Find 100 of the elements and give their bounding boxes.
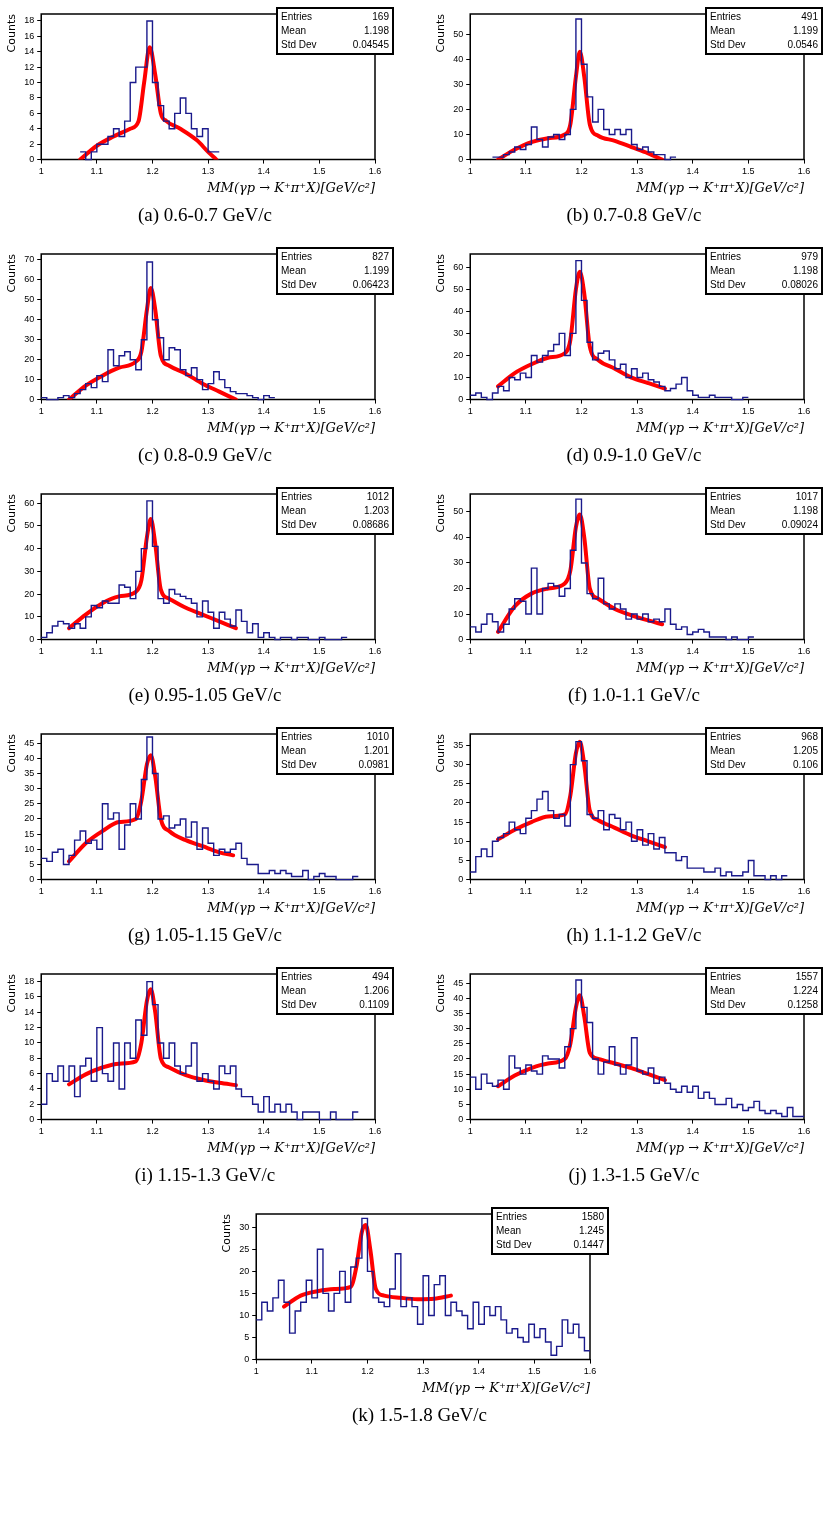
x-tick-label: 1.5 [313, 646, 326, 657]
x-axis-title: MM(γp → K⁺π⁺X)[GeV/c²] [206, 179, 376, 195]
x-tick-label: 1.6 [368, 406, 382, 417]
y-tick-label: 20 [453, 349, 464, 360]
x-tick-label: 1.1 [90, 1126, 104, 1137]
x-tick-label: 1.1 [90, 166, 104, 177]
x-tick-label: 1 [467, 1126, 473, 1137]
y-tick-label: 8 [29, 1052, 35, 1063]
y-axis-title: Counts [5, 733, 19, 773]
x-axis-title: MM(γp → K⁺π⁺X)[GeV/c²] [206, 419, 376, 435]
x-tick-label: 1.5 [313, 166, 326, 177]
x-tick-label: 1.6 [797, 1126, 811, 1137]
text: Entries 827 [281, 250, 389, 262]
y-tick-label: 20 [453, 103, 464, 114]
y-tick-label: 10 [453, 608, 464, 619]
x-tick-label: 1.2 [575, 646, 588, 657]
y-tick-label: 40 [453, 305, 464, 316]
x-tick-label: 1.6 [797, 406, 811, 417]
text: (h) 1.1-1.2 GeV/c [565, 923, 703, 947]
text: Mean 1.198 [710, 264, 818, 276]
text: Mean 1.224 [710, 984, 818, 996]
text: Mean 1.201 [281, 744, 389, 756]
y-tick-label: 20 [24, 354, 35, 365]
x-tick-label: 1.1 [519, 406, 533, 417]
text: Entries 1012 [281, 490, 389, 502]
y-tick-label: 45 [453, 977, 464, 988]
x-tick-label: 1 [467, 406, 473, 417]
y-tick-label: 30 [453, 327, 464, 338]
x-tick-label: 1.1 [519, 886, 533, 897]
text: (j) 1.3-1.5 GeV/c [567, 1163, 701, 1187]
x-tick-label: 1.4 [686, 1126, 699, 1137]
text: Std Dev 0.08026 [710, 278, 818, 290]
x-tick-label: 1.1 [90, 646, 104, 657]
x-tick-label: 1.3 [630, 406, 644, 417]
x-tick-label: 1 [467, 646, 473, 657]
y-tick-label: 10 [453, 128, 464, 139]
x-tick-label: 1.2 [575, 166, 588, 177]
y-tick-label: 30 [24, 565, 35, 576]
x-tick-label: 1.3 [201, 406, 215, 417]
x-tick-label: 1.5 [742, 406, 755, 417]
x-tick-label: 1.2 [146, 406, 159, 417]
y-tick-label: 10 [24, 77, 35, 88]
x-axis-title: MM(γp → K⁺π⁺X)[GeV/c²] [635, 419, 805, 435]
y-tick-label: 0 [29, 874, 35, 885]
y-tick-label: 10 [24, 611, 35, 622]
x-tick-label: 1.4 [471, 1366, 485, 1377]
y-axis-title: Counts [434, 973, 448, 1013]
y-tick-label: 0 [458, 154, 464, 165]
x-axis-title: MM(γp → K⁺π⁺X)[GeV/c²] [206, 659, 376, 675]
y-tick-label: 20 [453, 1053, 464, 1064]
x-tick-label: 1.3 [416, 1366, 429, 1377]
y-tick-label: 6 [29, 107, 35, 118]
text: Mean 1.199 [281, 264, 389, 276]
y-tick-label: 0 [458, 394, 464, 405]
x-tick-label: 1.1 [90, 406, 104, 417]
text: (b) 0.7-0.8 GeV/c [565, 203, 703, 227]
x-tick-label: 1.4 [257, 646, 270, 657]
x-tick-label: 1.5 [742, 646, 755, 657]
text: (e) 0.95-1.05 GeV/c [127, 683, 283, 707]
y-tick-label: 30 [24, 334, 35, 345]
y-tick-label: 40 [24, 543, 35, 554]
y-tick-label: 10 [24, 843, 35, 854]
x-tick-label: 1.6 [797, 166, 811, 177]
y-tick-label: 15 [24, 828, 35, 839]
text: Entries 979 [710, 250, 818, 262]
x-axis-title: MM(γp → K⁺π⁺X)[GeV/c²] [206, 899, 376, 915]
x-tick-label: 1.6 [368, 1126, 382, 1137]
text: (g) 1.05-1.15 GeV/c [126, 923, 284, 947]
y-axis-title: Counts [5, 13, 19, 53]
y-tick-label: 50 [24, 520, 35, 531]
text: Std Dev 0.04545 [281, 38, 389, 50]
x-tick-label: 1.5 [742, 1126, 755, 1137]
y-tick-label: 0 [29, 1114, 35, 1125]
x-tick-label: 1.3 [630, 1126, 644, 1137]
y-tick-label: 30 [453, 557, 464, 568]
y-tick-label: 2 [29, 138, 35, 149]
y-tick-label: 30 [24, 783, 35, 794]
y-tick-label: 10 [24, 374, 35, 385]
y-tick-label: 0 [29, 394, 35, 405]
x-tick-label: 1.4 [257, 1126, 270, 1137]
y-tick-label: 30 [453, 78, 464, 89]
x-tick-label: 1.1 [519, 166, 533, 177]
text: Entries 491 [710, 10, 818, 22]
text: Mean 1.206 [281, 984, 389, 996]
x-axis-title: MM(γp → K⁺π⁺X)[GeV/c²] [635, 179, 805, 195]
y-tick-label: 30 [453, 759, 464, 770]
text: Std Dev 0.1109 [281, 998, 389, 1010]
x-tick-label: 1.3 [201, 166, 215, 177]
x-tick-label: 1.5 [313, 1126, 326, 1137]
x-tick-label: 1 [467, 166, 473, 177]
y-axis-title: Counts [5, 973, 19, 1013]
text: Entries 494 [281, 970, 389, 982]
y-tick-label: 40 [453, 53, 464, 64]
x-tick-label: 1 [38, 166, 44, 177]
y-tick-label: 5 [243, 1332, 249, 1343]
x-tick-label: 1.6 [368, 646, 382, 657]
text: Mean 1.203 [281, 504, 389, 516]
y-tick-label: 0 [29, 634, 35, 645]
y-tick-label: 10 [453, 372, 464, 383]
y-tick-label: 12 [24, 61, 35, 72]
